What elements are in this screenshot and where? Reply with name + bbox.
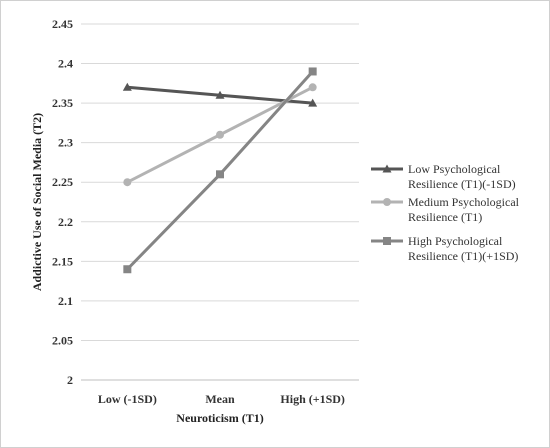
series-1 [122,82,318,107]
x-tick-label: Mean [205,392,235,406]
data-point [123,265,132,274]
data-point [308,98,318,107]
legend-label: Resilience (T1) [408,210,482,224]
y-tick-label: 2.1 [58,294,73,308]
x-tick-label: High (+1SD) [280,392,345,406]
data-point [215,90,225,99]
legend-label: High Psychological [408,234,503,248]
y-tick-label: 2.3 [58,136,73,150]
y-tick-label: 2.2 [58,215,73,229]
legend-marker [383,237,391,245]
y-tick-label: 2.15 [52,254,73,268]
x-axis-ticks: Low (-1SD) Mean High (+1SD) [98,392,345,406]
legend-marker [382,164,392,173]
series-2 [123,83,317,187]
series-group [122,67,318,274]
x-tick-label: Low (-1SD) [98,392,157,406]
legend-label: Resilience (T1)(-1SD) [408,177,516,191]
gridlines [81,23,359,381]
data-point [123,178,132,187]
x-axis-title: Neuroticism (T1) [176,411,263,425]
y-tick-label: 2.45 [52,17,73,31]
data-point [308,83,317,92]
data-point [122,82,132,91]
legend-marker [383,198,391,206]
legend-label: Low Psychological [408,162,501,176]
data-point [308,67,317,76]
legend-label: Medium Psychological [408,195,520,209]
y-tick-label: 2.4 [58,57,73,71]
y-tick-label: 2.05 [52,333,73,347]
y-tick-label: 2.35 [52,96,73,110]
y-tick-label: 2 [67,373,73,387]
y-axis-ticks: 2 2.05 2.1 2.15 2.2 2.25 2.3 2.35 2.4 2.45 [52,17,73,387]
data-point [216,170,224,179]
y-tick-label: 2.25 [52,175,73,189]
legend-label: Resilience (T1)(+1SD) [408,249,518,263]
data-point [216,130,224,139]
series-3 [123,67,317,274]
y-axis-title: Addictive Use of Social Media (T2) [30,113,44,291]
